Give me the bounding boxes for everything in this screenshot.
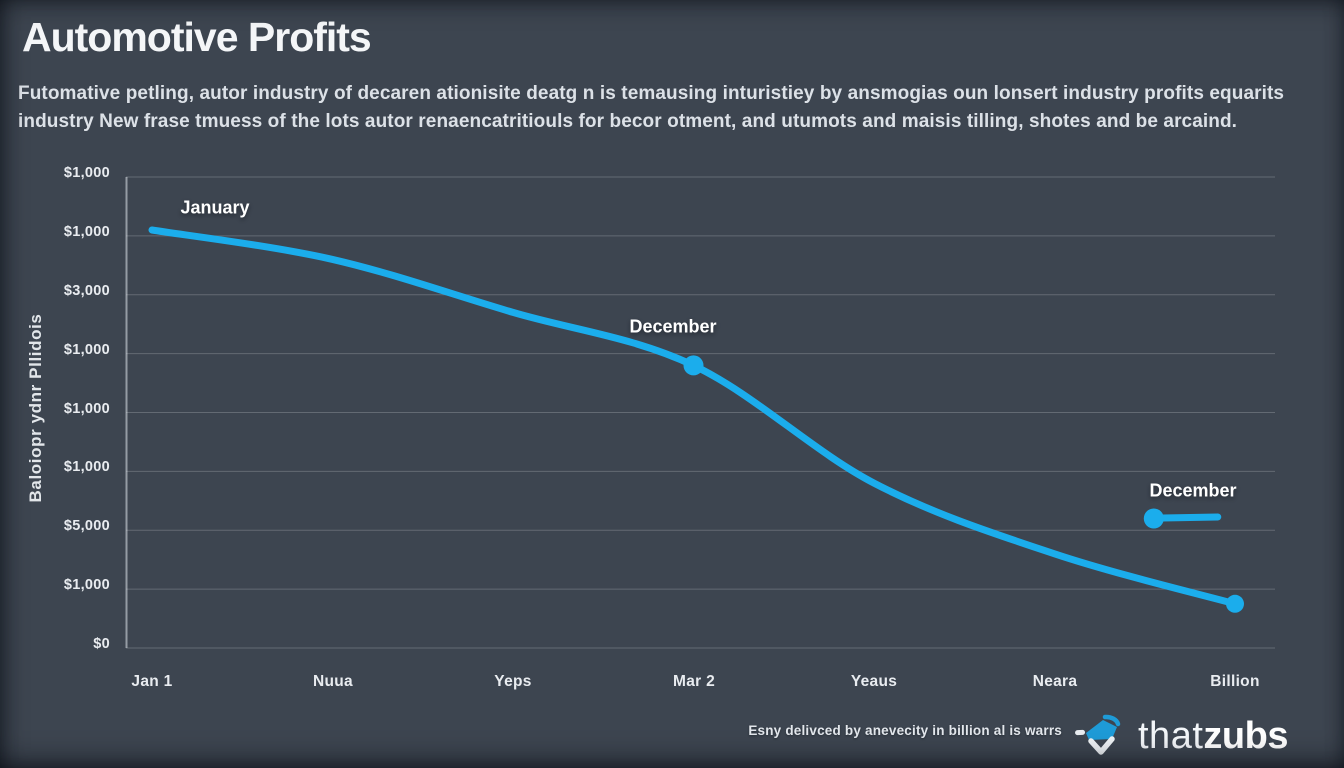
- footer-caption: Esny delivced by anevecity in billion al…: [748, 723, 1062, 738]
- x-tick-label: Jan 1: [131, 673, 173, 690]
- x-tick-label: Mar 2: [673, 673, 715, 690]
- y-tick-label: $1,000: [63, 577, 110, 593]
- logo-text-bold: zubs: [1203, 714, 1288, 757]
- y-tick-label: $3,000: [63, 283, 110, 299]
- page-title: Automotive Profits: [22, 14, 372, 60]
- y-tick-label: $1,000: [63, 342, 110, 358]
- x-tick-label: Billion: [1210, 673, 1260, 690]
- logo-text-light: that: [1138, 714, 1204, 757]
- floating-marker-dot: [1143, 508, 1164, 529]
- x-tick-label: Nuua: [313, 673, 353, 690]
- y-tick-label: $5,000: [63, 518, 110, 534]
- y-tick-label: $1,000: [63, 401, 110, 417]
- logo-bird-icon: [1075, 714, 1121, 755]
- brand-logo: that zubs: [1074, 706, 1288, 766]
- annotation-january: January: [180, 197, 250, 218]
- x-tick-label: Yeaus: [850, 673, 898, 690]
- annotation-december-main: December: [629, 316, 717, 337]
- subtitle: Futomative petling, autor industry of de…: [18, 80, 1288, 135]
- subtitle-line-2: industry New frase tmuess of the lots au…: [18, 110, 1238, 132]
- x-tick-label: Neara: [1032, 673, 1078, 690]
- y-tick-label: $1,000: [63, 165, 110, 181]
- subtitle-line-1: Futomative petling, autor industry of de…: [18, 83, 1285, 104]
- x-tick-label: Yeps: [494, 673, 532, 690]
- y-tick-label: $1,000: [63, 459, 110, 475]
- point-marker: [683, 355, 704, 376]
- y-tick-label: $0: [93, 636, 110, 652]
- annotation-december-floating: December: [1149, 480, 1237, 501]
- line-end-dot: [1226, 594, 1244, 613]
- y-tick-label: $1,000: [63, 224, 110, 240]
- profit-line: [148, 226, 1239, 608]
- floating-marker-line: [1159, 513, 1222, 522]
